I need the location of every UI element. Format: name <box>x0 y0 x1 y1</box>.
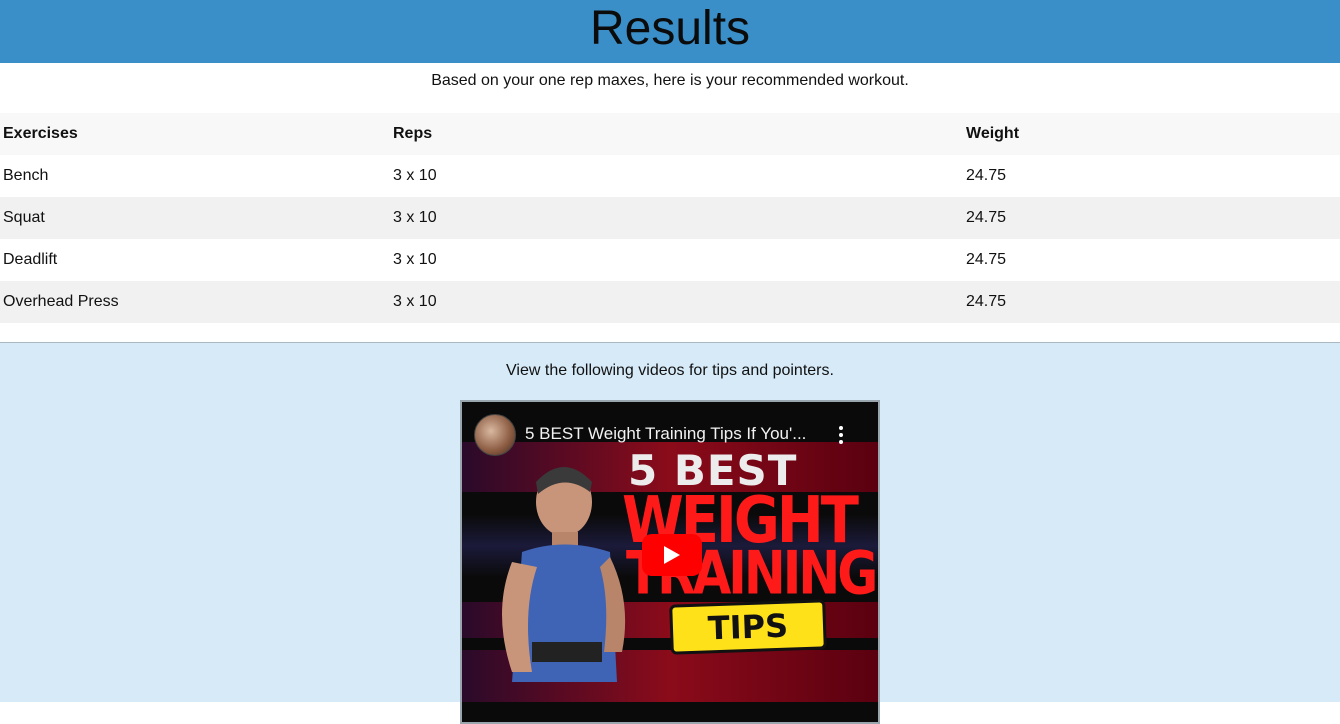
column-header-exercises: Exercises <box>3 125 78 142</box>
weight-cell: 24.75 <box>966 209 1007 226</box>
table-row: Deadlift 3 x 10 24.75 <box>0 239 1340 281</box>
workout-intro-text: Based on your one rep maxes, here is you… <box>431 72 909 89</box>
reps-cell: 3 x 10 <box>393 251 437 268</box>
play-button[interactable] <box>642 534 702 576</box>
videos-intro-text: View the following videos for tips and p… <box>506 362 834 379</box>
play-icon <box>664 546 680 564</box>
table-row: Overhead Press 3 x 10 24.75 <box>0 281 1340 323</box>
more-vert-icon[interactable] <box>834 424 848 446</box>
table-row: Squat 3 x 10 24.75 <box>0 197 1340 239</box>
exercise-cell: Deadlift <box>3 251 58 268</box>
weight-cell: 24.75 <box>966 293 1007 310</box>
table-row: Bench 3 x 10 24.75 <box>0 155 1340 197</box>
weight-cell: 24.75 <box>966 167 1007 184</box>
page-title: Results <box>589 2 751 55</box>
channel-avatar[interactable] <box>474 414 516 456</box>
weight-cell: 24.75 <box>966 251 1007 268</box>
video-thumbnail[interactable]: 5 BEST WEIGHT TRAINING TIPS <box>462 402 878 722</box>
presenter-figure <box>502 467 626 682</box>
video-title[interactable]: 5 BEST Weight Training Tips If You'... <box>525 424 807 443</box>
thumbnail-tips-badge: TIPS <box>669 599 827 655</box>
videos-section: View the following videos for tips and p… <box>0 343 1340 724</box>
thumbnail-text-best: 5 BEST <box>628 446 798 495</box>
workout-table: Exercises Reps Weight Bench 3 x 10 24.75… <box>0 113 1340 323</box>
column-header-weight: Weight <box>966 125 1020 142</box>
table-header-row: Exercises Reps Weight <box>0 113 1340 155</box>
exercise-cell: Overhead Press <box>3 293 119 310</box>
reps-cell: 3 x 10 <box>393 209 437 226</box>
reps-cell: 3 x 10 <box>393 293 437 310</box>
exercise-cell: Bench <box>3 167 49 184</box>
thumbnail-stripe <box>462 442 878 492</box>
section-divider <box>0 324 1340 343</box>
reps-cell: 3 x 10 <box>393 167 437 184</box>
results-header: Results <box>0 0 1340 63</box>
column-header-reps: Reps <box>393 125 433 142</box>
exercise-cell: Squat <box>3 209 45 226</box>
youtube-video-embed[interactable]: 5 BEST WEIGHT TRAINING TIPS 5 BEST Weigh… <box>460 400 880 724</box>
